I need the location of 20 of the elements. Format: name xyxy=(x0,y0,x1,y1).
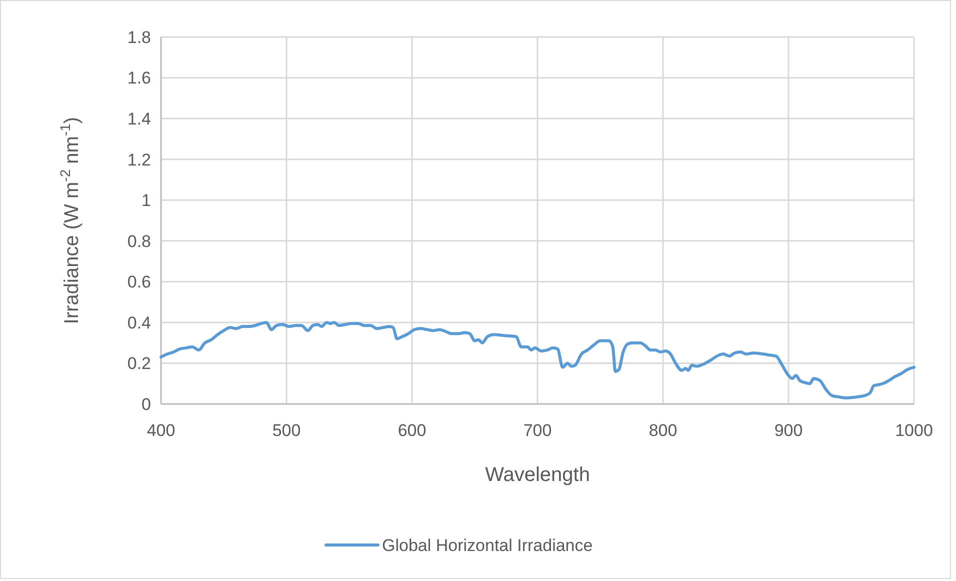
x-tick-label: 700 xyxy=(523,421,552,440)
legend-label: Global Horizontal Irradiance xyxy=(382,536,593,555)
y-tick-label: 0.2 xyxy=(127,354,151,374)
y-tick-label: 0.4 xyxy=(127,313,151,332)
y-tick-label: 1 xyxy=(142,191,151,210)
x-tick-label: 500 xyxy=(272,421,301,440)
y-tick-label: 1.2 xyxy=(127,150,151,170)
y-tick-label: 1.8 xyxy=(127,28,151,47)
x-tick-label: 800 xyxy=(648,421,678,440)
x-tick-label: 400 xyxy=(146,421,176,440)
y-tick-label: 0 xyxy=(142,394,151,414)
y-tick-label: 0.8 xyxy=(127,232,151,251)
line-series xyxy=(160,320,916,400)
x-tick-label: 600 xyxy=(398,421,426,440)
x-tick-label: 900 xyxy=(774,421,803,440)
x-axis-title: Wavelength xyxy=(485,464,590,486)
y-tick-label: 0.6 xyxy=(127,272,151,292)
x-tick-label: 1000 xyxy=(895,421,933,440)
y-tick-label: 1.4 xyxy=(127,110,151,129)
y-tick-label: 1.6 xyxy=(127,68,151,88)
